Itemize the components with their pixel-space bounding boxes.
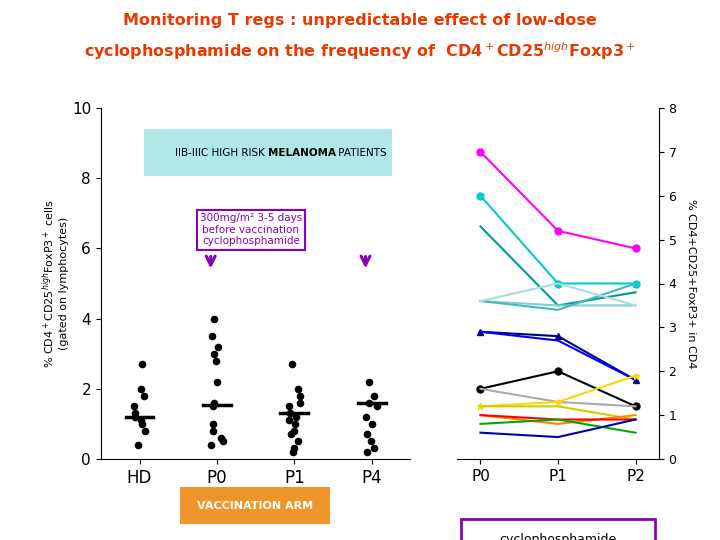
Point [140,427,151,435]
Point [136,360,148,368]
FancyBboxPatch shape [180,487,330,524]
Point [286,360,297,368]
Point [207,420,219,428]
Text: 300mg/m² 3-5 days
before vaccination
cyclophosphamide: 300mg/m² 3-5 days before vaccination cyc… [200,213,302,246]
Text: IIB-IIIC HIGH RISK: IIB-IIIC HIGH RISK [175,147,268,158]
Text: PATIENTS: PATIENTS [335,147,386,158]
Y-axis label: % CD4$^+$CD25$^{high}$FoxP3$^+$ cells
(gated on lymphocytes): % CD4$^+$CD25$^{high}$FoxP3$^+$ cells (g… [41,199,69,368]
Point [210,356,222,365]
Point [360,413,372,421]
Point [137,420,148,428]
Point [209,349,220,358]
Point [294,392,306,400]
Point [207,427,219,435]
Point [132,441,144,449]
Point [283,416,294,424]
Point [294,399,305,407]
Point [366,420,377,428]
Point [371,402,382,410]
Point [209,314,220,323]
Point [212,377,223,386]
Point [290,413,302,421]
Point [205,441,217,449]
Point [217,437,228,446]
Point [289,427,300,435]
Text: cyclophosphamide on the frequency of  CD4$^+$CD25$^{high}$Foxp3$^+$: cyclophosphamide on the frequency of CD4… [84,40,636,62]
Point [138,392,150,400]
Point [368,444,379,453]
Text: MELANOMA: MELANOMA [268,147,336,158]
Point [361,448,372,456]
FancyBboxPatch shape [144,129,392,177]
FancyBboxPatch shape [462,518,654,540]
Point [209,399,220,407]
Text: VACCINATION ARM: VACCINATION ARM [197,501,313,511]
Point [368,392,379,400]
Point [292,437,304,446]
Point [292,384,304,393]
Point [285,430,297,438]
Point [130,413,141,421]
Point [128,402,140,410]
Point [284,409,296,418]
Point [207,402,219,410]
Point [135,384,146,393]
Point [135,416,146,424]
Point [364,377,375,386]
Point [212,342,224,351]
Point [365,437,377,446]
Text: cyclophosphamide: cyclophosphamide [500,533,616,540]
Text: Monitoring T regs : unpredictable effect of low-dose: Monitoring T regs : unpredictable effect… [123,14,597,29]
Point [207,332,218,340]
Point [363,399,374,407]
Point [283,402,294,410]
Point [361,430,373,438]
Point [289,420,301,428]
Y-axis label: % CD4+CD25+FoxP3+ in CD4: % CD4+CD25+FoxP3+ in CD4 [686,199,696,368]
Point [215,434,227,442]
Point [130,409,141,418]
Point [287,448,298,456]
Point [288,444,300,453]
